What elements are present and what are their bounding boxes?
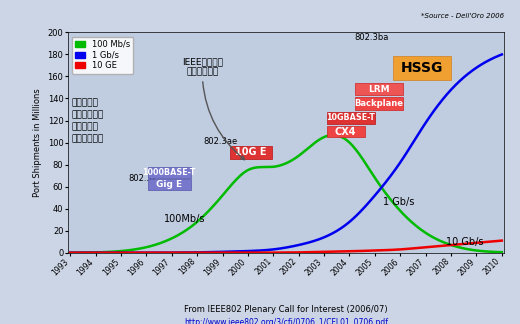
FancyBboxPatch shape xyxy=(148,179,191,190)
Y-axis label: Port Shipments in Millions: Port Shipments in Millions xyxy=(33,88,42,197)
FancyBboxPatch shape xyxy=(355,83,403,95)
Text: 10 Gb/s: 10 Gb/s xyxy=(446,237,484,247)
Text: Backplane: Backplane xyxy=(354,99,403,108)
FancyBboxPatch shape xyxy=(230,146,272,159)
Text: IEEE標準化を
審議した時期: IEEE標準化を 審議した時期 xyxy=(181,57,244,160)
Text: http://www.ieee802.org/3/cfi/0706_1/CFL01_0706.pdf: http://www.ieee802.org/3/cfi/0706_1/CFL0… xyxy=(184,318,388,324)
FancyBboxPatch shape xyxy=(393,55,451,80)
Legend: 100 Mb/s, 1 Gb/s, 10 GE: 100 Mb/s, 1 Gb/s, 10 GE xyxy=(72,37,133,74)
Text: *Source - Dell'Oro 2006: *Source - Dell'Oro 2006 xyxy=(421,13,504,19)
Text: 1 Gb/s: 1 Gb/s xyxy=(383,197,414,207)
Text: Gig E: Gig E xyxy=(156,180,182,189)
Text: 管理機能付
イーサネット
スイッチの
ポート出荷数: 管理機能付 イーサネット スイッチの ポート出荷数 xyxy=(72,98,104,143)
Text: 802.3z: 802.3z xyxy=(128,174,157,183)
Text: CX4: CX4 xyxy=(335,127,356,136)
Text: 802.3ae: 802.3ae xyxy=(203,137,238,146)
FancyBboxPatch shape xyxy=(148,167,191,178)
Text: 10G E: 10G E xyxy=(236,147,267,157)
Text: From IEEE802 Plenary Call for Interest (2006/07): From IEEE802 Plenary Call for Interest (… xyxy=(184,305,388,314)
Text: 1000BASE-T: 1000BASE-T xyxy=(142,168,196,177)
Text: HSSG: HSSG xyxy=(401,61,443,75)
Text: LRM: LRM xyxy=(368,85,389,94)
Text: 10GBASE-T: 10GBASE-T xyxy=(327,113,375,122)
Text: 100Mb/s: 100Mb/s xyxy=(164,214,205,224)
FancyBboxPatch shape xyxy=(327,126,365,137)
Text: 802.3ba: 802.3ba xyxy=(355,33,389,42)
FancyBboxPatch shape xyxy=(355,98,403,110)
FancyBboxPatch shape xyxy=(327,112,375,124)
